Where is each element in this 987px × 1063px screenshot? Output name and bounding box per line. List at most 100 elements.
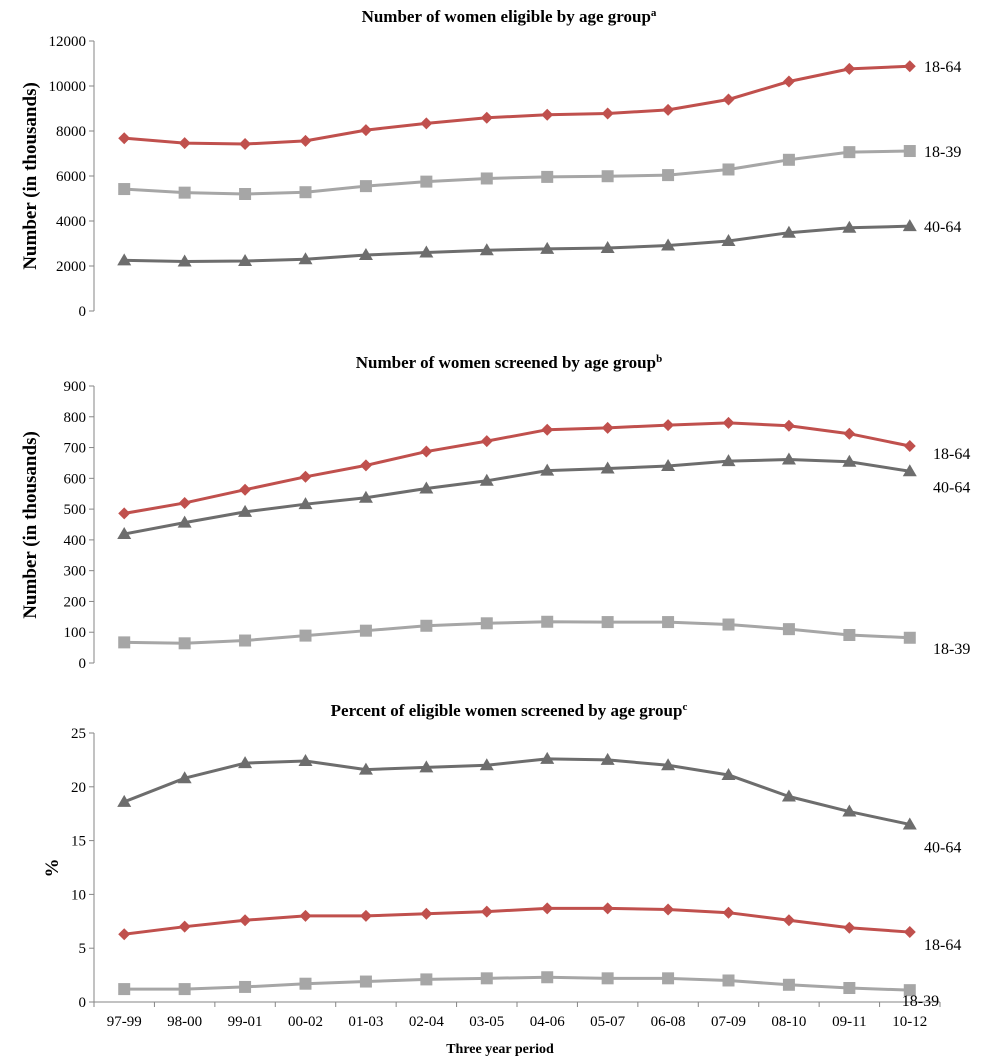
series-18-64: 18-64 [118, 416, 970, 520]
data-point [420, 973, 433, 986]
y-tick-label: 12000 [49, 34, 87, 50]
data-point [662, 972, 675, 985]
y-tick-label: 6000 [56, 169, 86, 185]
data-point [177, 771, 192, 784]
data-point [178, 496, 191, 509]
y-tick-label: 10 [71, 887, 86, 903]
x-tick-label: 06-08 [651, 1014, 686, 1030]
data-point [239, 483, 252, 496]
data-point [782, 914, 795, 927]
data-point [903, 984, 916, 997]
y-tick-label: 600 [64, 471, 87, 487]
data-point [118, 636, 131, 649]
data-point [299, 909, 312, 922]
series-line [123, 757, 911, 826]
data-point [903, 926, 916, 939]
data-point [842, 220, 857, 233]
data-point [480, 905, 493, 918]
data-point [238, 504, 253, 517]
chart-panel-1: Number of women eligible by age groupa Nu… [20, 7, 961, 320]
data-point [420, 175, 433, 188]
data-point [722, 906, 735, 919]
series-18-64: 18-64 [118, 902, 961, 954]
data-point [721, 767, 736, 780]
y-tick-label: 0 [79, 304, 87, 320]
data-point [118, 507, 131, 520]
data-point [601, 170, 614, 183]
data-point [178, 637, 191, 650]
data-point [721, 234, 736, 247]
data-point [239, 914, 252, 927]
data-point [420, 117, 433, 130]
data-point [298, 252, 313, 265]
data-point [661, 459, 676, 472]
series-label: 18-64 [924, 937, 961, 954]
data-point [178, 186, 191, 199]
series-line [123, 421, 911, 515]
data-point [359, 624, 372, 637]
data-point [541, 902, 554, 915]
data-point [239, 138, 252, 151]
series-line [123, 458, 911, 536]
data-point [843, 921, 856, 934]
series-label: 18-64 [933, 446, 970, 463]
y-tick-label: 5 [79, 941, 87, 957]
data-point [420, 445, 433, 458]
x-tick-label: 01-03 [348, 1014, 383, 1030]
series-label: 18-39 [902, 993, 939, 1010]
data-point [782, 75, 795, 88]
chart-panel-2: Number of women screened by age groupb Nu… [20, 353, 970, 672]
y-axis-label: Number (in thousands) [20, 82, 41, 270]
data-point [662, 103, 675, 116]
data-point [722, 618, 735, 631]
series-label: 40-64 [933, 479, 970, 496]
x-tick-label: 05-07 [590, 1014, 625, 1030]
data-point [903, 440, 916, 453]
data-point [178, 983, 191, 996]
data-point [420, 907, 433, 920]
x-axis-label: Three year period [446, 1042, 554, 1057]
y-tick-label: 15 [71, 834, 86, 850]
data-point [299, 186, 312, 199]
data-point [419, 245, 434, 258]
data-point [662, 616, 675, 629]
chart-panel-3: Percent of eligible women screened by ag… [42, 701, 961, 1057]
data-point [722, 974, 735, 987]
data-point [118, 183, 131, 196]
data-point [299, 470, 312, 483]
data-point [177, 254, 192, 267]
data-point [842, 454, 857, 467]
data-point [480, 435, 493, 448]
data-point [782, 978, 795, 991]
y-tick-label: 100 [64, 625, 87, 641]
x-tick-label: 97-99 [107, 1014, 142, 1030]
data-point [298, 753, 313, 766]
y-tick-label: 8000 [56, 124, 86, 140]
data-point [299, 629, 312, 642]
data-point [843, 628, 856, 641]
data-point [540, 241, 555, 254]
data-point [419, 760, 434, 773]
data-point [903, 60, 916, 73]
data-point [359, 124, 372, 137]
y-tick-label: 300 [64, 564, 87, 580]
data-point [117, 253, 132, 266]
data-point [178, 920, 191, 933]
data-point [781, 225, 796, 238]
series-label: 40-64 [924, 839, 961, 856]
data-point [781, 789, 796, 802]
data-point [661, 238, 676, 251]
data-point [541, 615, 554, 628]
data-point [238, 756, 253, 769]
y-tick-label: 700 [64, 441, 87, 457]
x-tick-label: 03-05 [469, 1014, 504, 1030]
data-point [842, 804, 857, 817]
data-point [299, 977, 312, 990]
x-tick-label: 00-02 [288, 1014, 323, 1030]
data-point [358, 490, 373, 503]
series-line [124, 224, 910, 263]
data-point [117, 794, 132, 807]
data-point [540, 751, 555, 764]
data-point [600, 241, 615, 253]
data-point [299, 134, 312, 147]
